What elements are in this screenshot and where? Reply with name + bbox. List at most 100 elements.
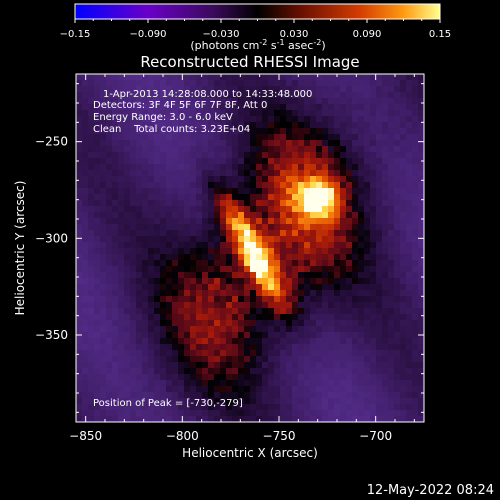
heatmap-cell xyxy=(274,302,281,309)
heatmap-cell xyxy=(280,404,287,411)
heatmap-cell xyxy=(298,224,305,231)
heatmap-cell xyxy=(178,284,185,291)
heatmap-cell xyxy=(148,308,155,315)
energy-range-text: Energy Range: 3.0 - 6.0 keV xyxy=(93,112,233,123)
heatmap-cell xyxy=(328,398,335,405)
heatmap-cell xyxy=(280,308,287,315)
heatmap-cell xyxy=(412,116,419,123)
heatmap-cell xyxy=(298,152,305,159)
heatmap-cell xyxy=(106,296,113,303)
heatmap-cell xyxy=(358,272,365,279)
heatmap-cell xyxy=(88,404,95,411)
heatmap-cell xyxy=(106,386,113,393)
heatmap-cell xyxy=(238,380,245,387)
heatmap-cell xyxy=(418,146,425,153)
heatmap-cell xyxy=(202,338,209,345)
heatmap-cell xyxy=(166,206,173,213)
heatmap-cell xyxy=(280,350,287,357)
heatmap-cell xyxy=(256,188,263,195)
heatmap-cell xyxy=(220,194,227,201)
heatmap-cell xyxy=(202,182,209,189)
heatmap-cell xyxy=(346,170,353,177)
heatmap-cell xyxy=(166,380,173,387)
heatmap-cell xyxy=(238,236,245,243)
heatmap-cell xyxy=(208,236,215,243)
heatmap-cell xyxy=(322,212,329,219)
heatmap-cell xyxy=(106,218,113,225)
heatmap-cell xyxy=(208,158,215,165)
heatmap-cell xyxy=(166,362,173,369)
heatmap-cell xyxy=(124,392,131,399)
heatmap-cell xyxy=(250,92,257,99)
heatmap-cell xyxy=(178,98,185,105)
heatmap-cell xyxy=(262,98,269,105)
heatmap-cell xyxy=(106,200,113,207)
heatmap-cell xyxy=(94,92,101,99)
heatmap-cell xyxy=(358,350,365,357)
heatmap-cell xyxy=(406,170,413,177)
heatmap-cell xyxy=(88,362,95,369)
heatmap-cell xyxy=(262,188,269,195)
heatmap-cell xyxy=(310,320,317,327)
heatmap-cell xyxy=(166,356,173,363)
heatmap-cell xyxy=(136,272,143,279)
heatmap-cell xyxy=(226,326,233,333)
heatmap-cell xyxy=(214,398,221,405)
heatmap-cell xyxy=(316,176,323,183)
heatmap-cell xyxy=(82,176,89,183)
heatmap-cell xyxy=(220,122,227,129)
heatmap-cell xyxy=(310,134,317,141)
heatmap-cell xyxy=(286,194,293,201)
heatmap-cell xyxy=(166,404,173,411)
heatmap-cell xyxy=(178,392,185,399)
heatmap-cell xyxy=(94,146,101,153)
heatmap-cell xyxy=(220,80,227,87)
heatmap-cell xyxy=(238,98,245,105)
heatmap-cell xyxy=(136,140,143,147)
heatmap-cell xyxy=(418,86,425,93)
heatmap-cell xyxy=(262,368,269,375)
heatmap-cell xyxy=(172,188,179,195)
heatmap-cell xyxy=(340,314,347,321)
heatmap-cell xyxy=(76,242,83,249)
heatmap-cell xyxy=(82,350,89,357)
heatmap-cell xyxy=(352,80,359,87)
heatmap-cell xyxy=(334,194,341,201)
heatmap-cell xyxy=(172,212,179,219)
heatmap-cell xyxy=(220,134,227,141)
heatmap-cell xyxy=(88,230,95,237)
heatmap-cell xyxy=(292,416,299,423)
heatmap-cell xyxy=(106,86,113,93)
heatmap-cell xyxy=(376,212,383,219)
heatmap-cell xyxy=(190,290,197,297)
heatmap-cell xyxy=(280,164,287,171)
heatmap-cell xyxy=(172,86,179,93)
heatmap-cell xyxy=(196,212,203,219)
heatmap-cell xyxy=(406,206,413,213)
heatmap-cell xyxy=(130,404,137,411)
heatmap-cell xyxy=(400,338,407,345)
heatmap-cell xyxy=(88,164,95,171)
heatmap-cell xyxy=(94,74,101,81)
heatmap-cell xyxy=(376,140,383,147)
heatmap-cell xyxy=(154,380,161,387)
heatmap-cell xyxy=(220,110,227,117)
heatmap-cell xyxy=(82,320,89,327)
heatmap-cell xyxy=(340,206,347,213)
heatmap-cell xyxy=(100,206,107,213)
heatmap-cell xyxy=(376,308,383,315)
heatmap-cell xyxy=(112,176,119,183)
heatmap-cell xyxy=(292,284,299,291)
heatmap-cell xyxy=(130,86,137,93)
heatmap-cell xyxy=(226,188,233,195)
heatmap-cell xyxy=(316,212,323,219)
heatmap-cell xyxy=(400,278,407,285)
heatmap-cell xyxy=(322,200,329,207)
heatmap-cell xyxy=(304,116,311,123)
heatmap-cell xyxy=(244,356,251,363)
heatmap-cell xyxy=(358,230,365,237)
heatmap-cell xyxy=(166,74,173,81)
heatmap-cell xyxy=(178,86,185,93)
heatmap-cell xyxy=(208,398,215,405)
